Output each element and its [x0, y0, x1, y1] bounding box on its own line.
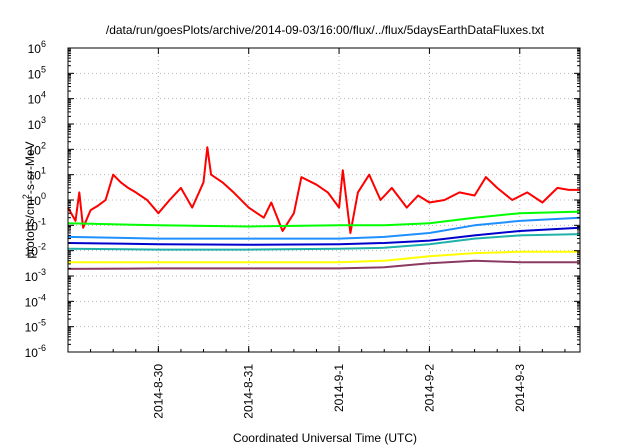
- y-tick-label: 10-5: [25, 318, 46, 335]
- y-tick-exponent: -5: [38, 318, 46, 328]
- series-line-7: [67, 259, 580, 270]
- series-group: [67, 146, 581, 270]
- y-tick-label: 10-4: [25, 292, 46, 309]
- y-tick-label: 10-3: [25, 267, 46, 284]
- x-tick-label: 2014-9-3: [513, 364, 527, 412]
- y-tick-exponent: -3: [38, 267, 46, 277]
- y-tick-exponent: 5: [41, 64, 46, 74]
- y-tick-exponent: 3: [41, 115, 46, 125]
- y-tick-exponent: -4: [38, 292, 46, 302]
- y-tick-exponent: -6: [38, 343, 46, 353]
- series-line-5: [67, 233, 581, 251]
- y-tick-exponent: 0: [41, 191, 46, 201]
- x-tick-label: 2014-9-2: [422, 364, 436, 412]
- series-line-4: [67, 226, 581, 246]
- series-line-1: [67, 146, 580, 234]
- y-tick-label: 105: [28, 64, 46, 81]
- series-line-6: [68, 250, 580, 264]
- chart-title: /data/run/goesPlots/archive/2014-09-03/1…: [106, 23, 545, 37]
- y-tick-exponent: 2: [41, 140, 46, 150]
- y-tick-label: 106: [28, 39, 46, 56]
- y-tick-exponent: -1: [38, 216, 46, 226]
- x-axis-label: Coordinated Universal Time (UTC): [233, 431, 417, 445]
- grid-lines: [68, 48, 580, 352]
- y-tick-exponent: 4: [41, 90, 46, 100]
- x-tick-label: 2014-8-31: [242, 364, 256, 419]
- series-line-3: [67, 216, 581, 240]
- x-tick-label: 2014-9-1: [332, 364, 346, 412]
- axis-ticks: 10-610-510-410-310-210-11001011021031041…: [25, 39, 580, 419]
- x-tick-label: 2014-8-30: [151, 364, 165, 419]
- y-tick-exponent: 6: [41, 39, 46, 49]
- y-tick-label: 10-6: [25, 343, 46, 360]
- y-tick-label: 104: [28, 90, 46, 107]
- y-tick-label: 103: [28, 115, 46, 132]
- series-line-2: [67, 210, 581, 228]
- y-axis-label: protons/cm2-s-sr-MeV: [21, 141, 37, 258]
- y-tick-exponent: 1: [41, 166, 46, 176]
- y-tick-exponent: -2: [38, 242, 46, 252]
- y-axis-label-text: protons/cm2-s-sr-MeV: [21, 141, 37, 258]
